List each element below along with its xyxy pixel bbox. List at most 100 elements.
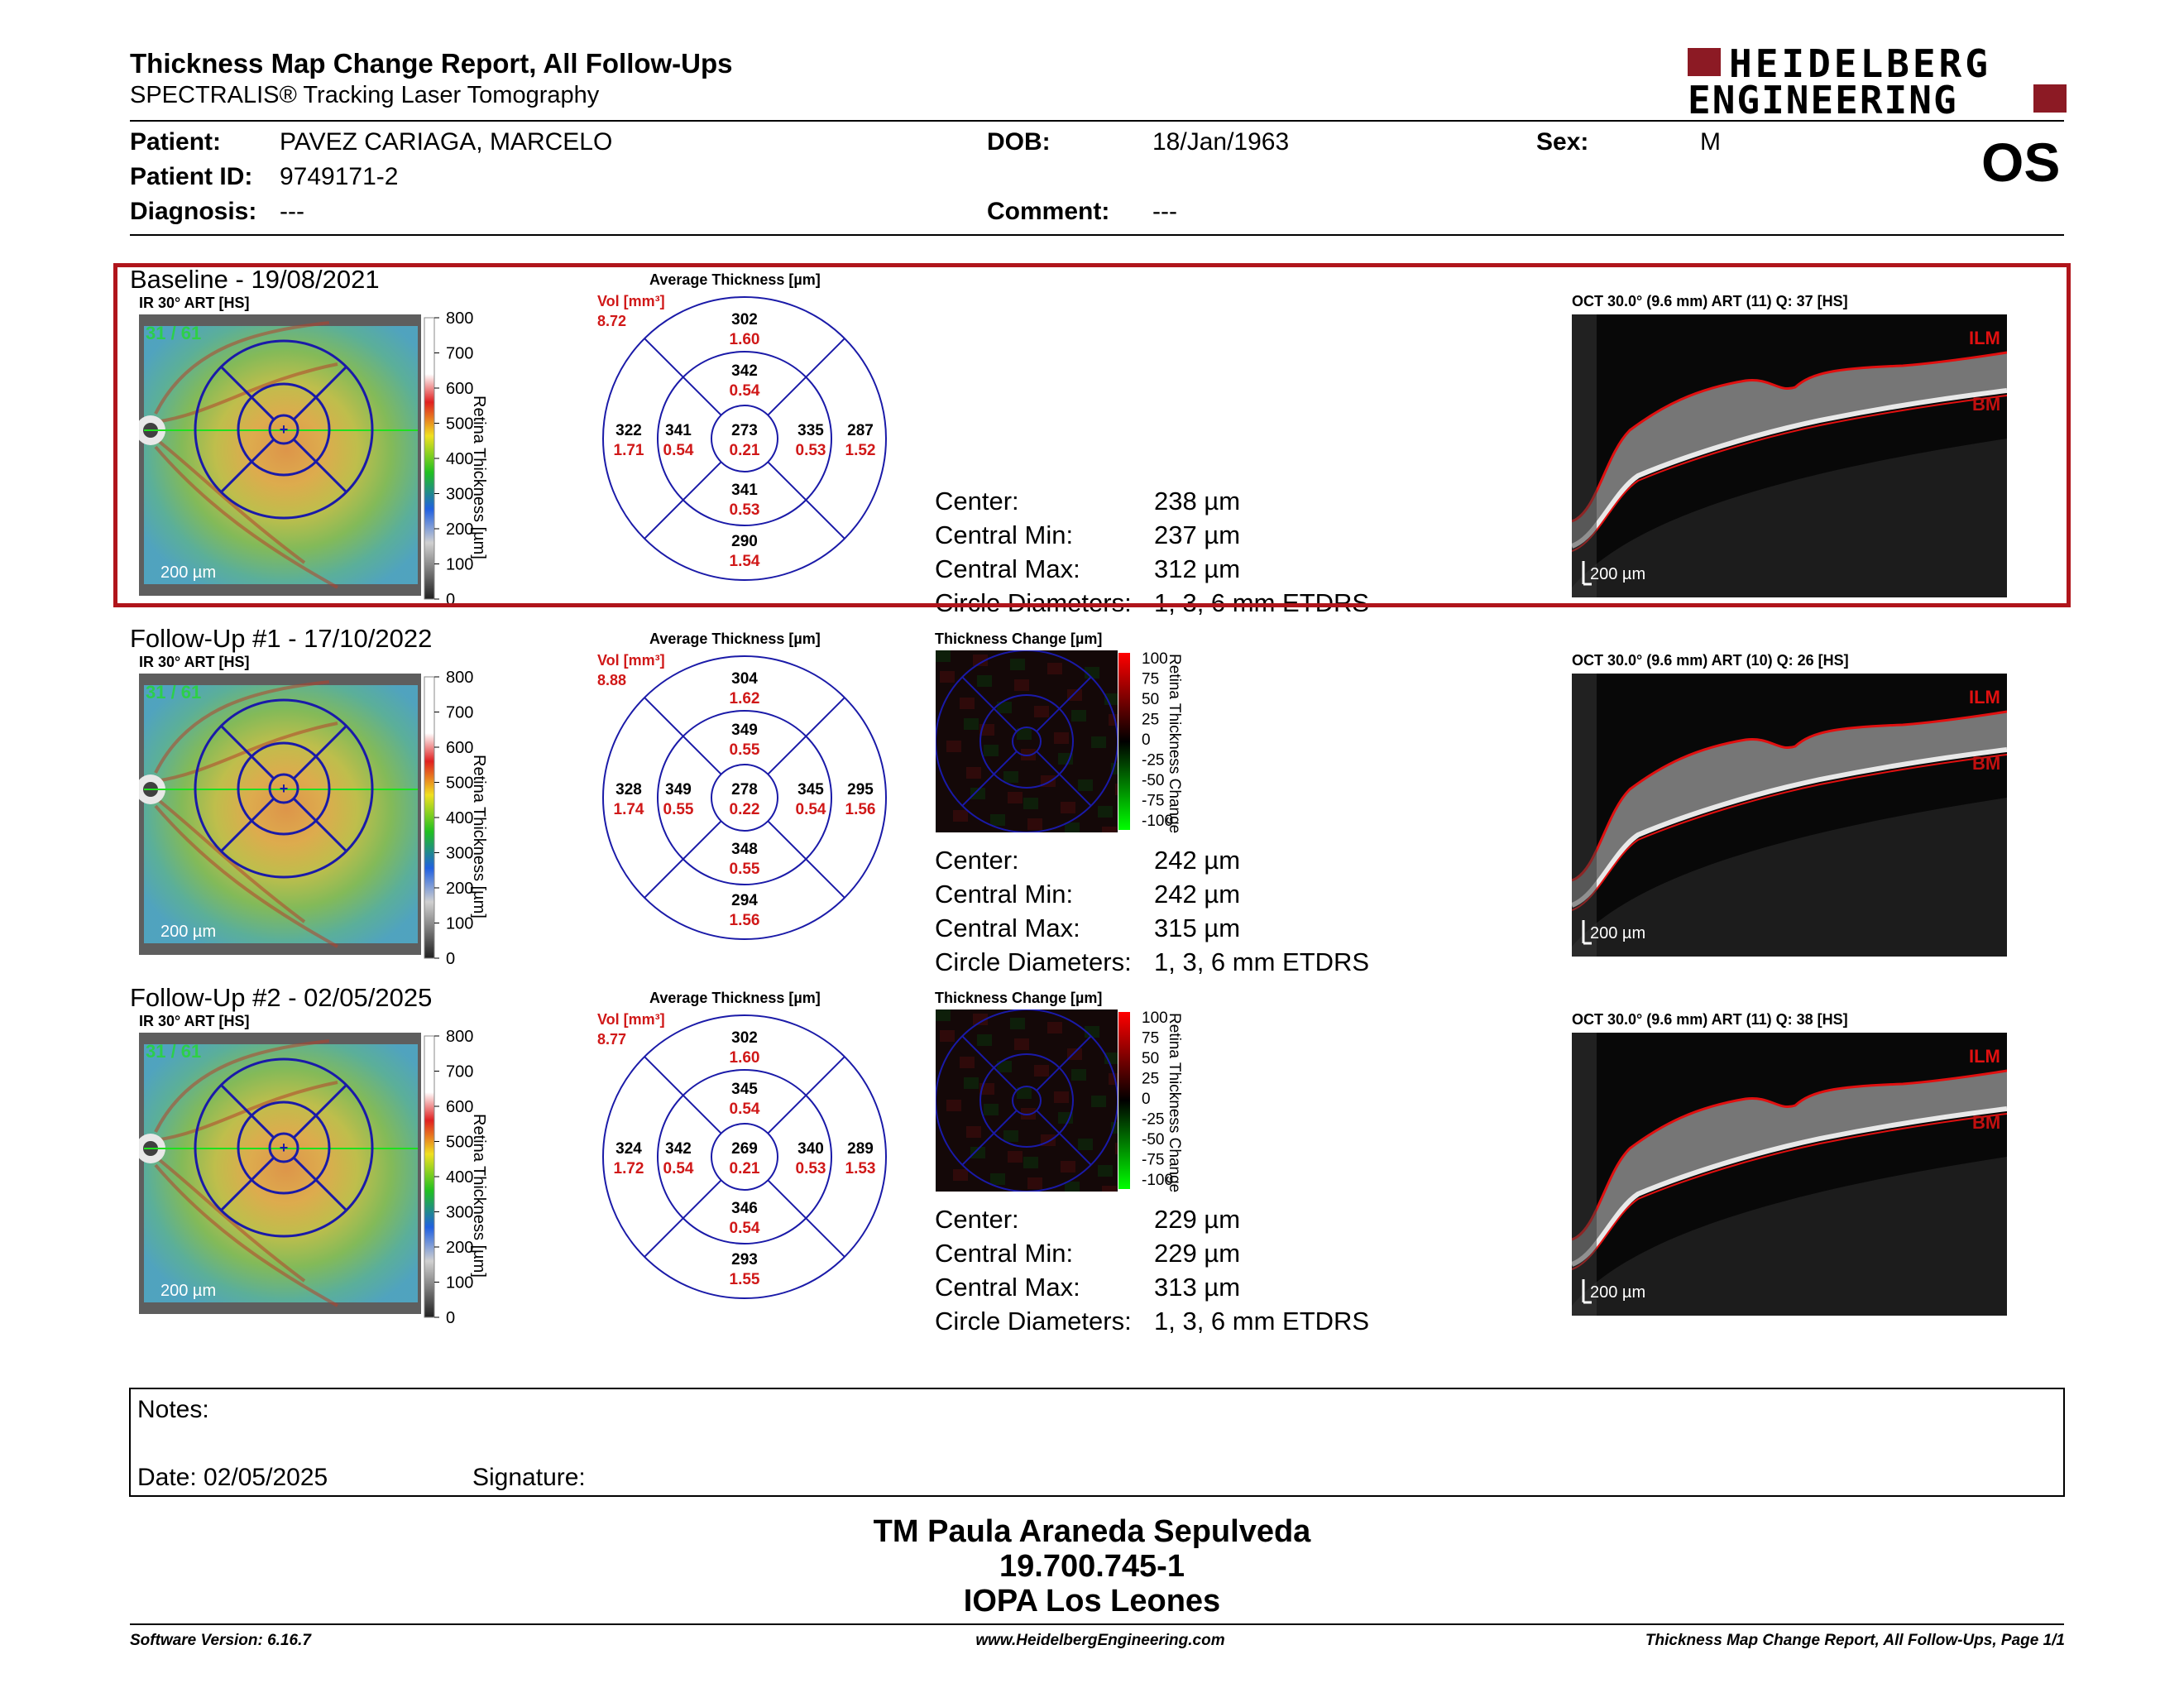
patient-divider [130,234,2064,236]
ir-thickness-map[interactable]: +31 / 61 200 µm [139,674,421,955]
ir-thickness-map[interactable]: +31 / 61 200 µm [139,314,421,596]
report-title: Thickness Map Change Report, All Follow-… [130,48,733,79]
oct-scan-label: OCT 30.0° (9.6 mm) ART (11) Q: 38 [HS] [1572,1011,1848,1028]
colorbar-tick: 500 [446,1134,473,1152]
visit-row: Follow-Up #2 - 02/05/2025 IR 30° ART [HS]… [0,981,2184,1340]
signer-id: 19.700.745-1 [999,1549,1185,1584]
change-colorbar-title: Retina Thickness Change [1166,654,1183,833]
visit-title: Baseline - 19/08/2021 [130,265,380,294]
stat-min-value: 242 µm [1154,880,1241,909]
sector-outer-left-thickness: 322 [615,422,642,439]
stat-center-label: Center: [935,1205,1019,1234]
software-version: Software Version: 6.16.7 [130,1632,311,1649]
etdrs-grid: 273 0.21 342 0.54 341 0.53 341 0.54 335 0.53 302 1.… [601,295,888,582]
change-tick: 25 [1142,1071,1159,1088]
colorbar-tick: 500 [446,415,473,434]
change-tick: 25 [1142,712,1159,729]
bm-label: BM [1972,1112,2000,1133]
change-tick: 0 [1142,731,1151,749]
fovea-marker: + [280,421,289,438]
notes-label: Notes: [137,1396,209,1423]
change-tick: -100 [1142,1172,1173,1189]
heidelberg-logo: HEIDELBERG ENGINEERING [1688,41,2068,122]
sector-inner-right-volume: 0.54 [796,801,826,818]
stat-max-label: Central Max: [935,1273,1080,1302]
oct-bscan[interactable]: ILM BM 200 µm [1572,1033,2007,1316]
vol-total: 8.77 [597,1031,627,1048]
sector-inner-sup-volume: 0.55 [730,741,760,759]
oct-bscan[interactable]: ILM BM 200 µm [1572,314,2007,597]
patient-id-label: Patient ID: [130,163,253,190]
change-tick: 75 [1142,671,1159,688]
colorbar-tick: 700 [446,345,473,363]
bm-line [1572,395,2007,552]
patient-name: PAVEZ CARIAGA, MARCELO [280,128,613,156]
sector-inner-right-thickness: 335 [797,422,824,439]
stat-circle-value: 1, 3, 6 mm ETDRS [1154,1307,1370,1336]
sector-inner-right-volume: 0.53 [796,1160,826,1177]
ilm-label: ILM [1969,687,2000,707]
sector-inner-left-volume: 0.54 [663,442,694,459]
etdrs-grid: 269 0.21 345 0.54 346 0.54 342 0.54 340 0.53 302 1.… [601,1014,888,1300]
sector-outer-inf-thickness: 294 [731,892,758,909]
header-divider [130,120,2064,122]
fovea-marker: + [280,1139,289,1156]
colorbar-tick: 700 [446,704,473,722]
etdrs-grid: 278 0.22 349 0.55 348 0.55 349 0.55 345 0.54 304 1.… [601,655,888,941]
bscan-scale-label: 200 µm [1590,1283,1645,1302]
stat-circle-value: 1, 3, 6 mm ETDRS [1154,947,1370,976]
scale-bar-label: 200 µm [160,1282,216,1300]
ilm-line [1572,1069,2007,1241]
sector-outer-left-thickness: 324 [615,1140,642,1158]
thickness-change-map[interactable] [936,1009,1118,1192]
colorbar-tick: 600 [446,380,473,398]
stat-circle-label: Circle Diameters: [935,588,1132,615]
sector-inner-sup-thickness: 345 [731,1081,758,1098]
dob-label: DOB: [987,128,1051,156]
avg-thickness-title: Average Thickness [µm] [649,271,821,288]
colorbar-tick: 100 [446,915,473,933]
colorbar-tick: 800 [446,669,473,687]
sex-label: Sex: [1536,128,1589,156]
sector-outer-inf-thickness: 293 [731,1251,758,1268]
stat-max-value: 313 µm [1154,1273,1241,1302]
sector-outer-sup-volume: 1.62 [730,690,760,707]
colorbar-title: Retina Thickness [µm] [470,396,488,559]
sector-outer-right-thickness: 287 [847,422,874,439]
ir-image-label: IR 30° ART [HS] [139,295,250,311]
sector-outer-left-volume: 1.72 [614,1160,644,1177]
logo-square-top [1688,48,1721,76]
ilm-line [1572,351,2007,523]
sector-outer-left-volume: 1.74 [614,801,644,818]
avg-thickness-title: Average Thickness [µm] [649,990,821,1006]
stat-center-value: 229 µm [1154,1205,1241,1234]
change-tick: 0 [1142,1091,1151,1108]
stat-max-value: 312 µm [1154,554,1241,583]
sector-outer-sup-thickness: 302 [731,311,758,328]
colorbar-tick: 600 [446,1098,473,1116]
visit-title: Follow-Up #2 - 02/05/2025 [130,983,433,1012]
sector-outer-right-thickness: 295 [847,781,874,798]
stat-max-label: Central Max: [935,554,1080,583]
vol-label: Vol [mm³] [597,1011,665,1028]
notes-box[interactable]: Notes: Date: 02/05/2025 Signature: [129,1388,2065,1497]
ir-image-label: IR 30° ART [HS] [139,1013,250,1029]
stat-circle-label: Circle Diameters: [935,947,1132,976]
sector-outer-right-volume: 1.56 [845,801,876,818]
logo-square-bottom [2033,84,2067,113]
colorbar-tick: 200 [446,1239,473,1257]
sector-outer-inf-volume: 1.56 [730,912,760,929]
colorbar-tick: 400 [446,450,473,468]
stat-center-value: 242 µm [1154,846,1241,875]
vol-label: Vol [mm³] [597,652,665,669]
ir-thickness-map[interactable]: +31 / 61 200 µm [139,1033,421,1314]
thickness-change-map[interactable] [936,650,1118,832]
colorbar-tick: 100 [446,556,473,574]
stat-max-value: 315 µm [1154,914,1241,942]
oct-scan-label: OCT 30.0° (9.6 mm) ART (10) Q: 26 [HS] [1572,652,1849,669]
sector-inner-inf-thickness: 341 [731,482,758,499]
colorbar-tick: 0 [446,950,455,968]
stat-center-label: Center: [935,487,1019,516]
oct-bscan[interactable]: ILM BM 200 µm [1572,674,2007,957]
website-link[interactable]: www.HeidelbergEngineering.com [975,1632,1225,1649]
